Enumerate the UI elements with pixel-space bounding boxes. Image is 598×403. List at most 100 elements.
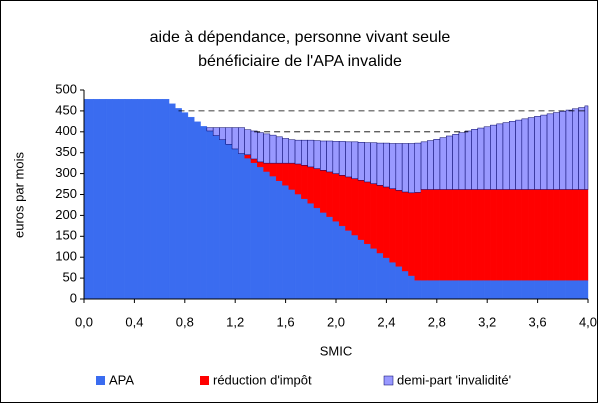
- bar-segment: [559, 111, 567, 190]
- bar-segment: [408, 143, 416, 194]
- bar-segment: [326, 216, 334, 300]
- bar-segment: [244, 154, 252, 159]
- bar-segment: [301, 139, 308, 166]
- bar-segment: [458, 279, 466, 300]
- bar-segment: [294, 163, 302, 195]
- bar-segment: [427, 189, 434, 281]
- bar-segment: [269, 134, 277, 164]
- bar-segment: [149, 98, 157, 300]
- bar-segment: [452, 134, 460, 190]
- bar-segment: [320, 170, 327, 213]
- bar-segment: [257, 161, 264, 168]
- x-tick-label: 2,4: [377, 314, 395, 329]
- bar-segment: [427, 140, 434, 190]
- bar-segment: [345, 230, 352, 300]
- bar-segment: [464, 130, 472, 190]
- bar-segment: [244, 129, 252, 156]
- bar-segment: [389, 143, 397, 189]
- legend-swatch: [200, 376, 209, 385]
- y-tick-label: 500: [55, 81, 77, 96]
- bar-segment: [307, 203, 315, 300]
- x-axis-label: SMIC: [320, 343, 353, 358]
- bar-segment: [275, 180, 283, 300]
- bar-segment: [376, 142, 384, 186]
- bar-segment: [269, 175, 277, 300]
- bar-segment: [345, 176, 352, 231]
- bar-segment: [212, 135, 220, 300]
- bar-segment: [257, 166, 264, 300]
- bar-segment: [313, 140, 321, 169]
- bar-segment: [572, 108, 579, 190]
- bar-segment: [238, 153, 245, 300]
- bar-segment: [534, 116, 542, 190]
- bar-segment: [288, 162, 296, 190]
- bar-segment: [502, 279, 510, 300]
- bar-segment: [338, 141, 346, 176]
- bar-segment: [521, 279, 529, 300]
- bar-segment: [559, 279, 567, 300]
- bar-segment: [320, 212, 327, 300]
- bar-segment: [546, 189, 554, 281]
- bar-segment: [263, 162, 271, 172]
- bar-segment: [401, 143, 409, 193]
- x-tick-label: 2,8: [428, 314, 446, 329]
- bar-segment: [477, 189, 485, 281]
- bar-segment: [540, 114, 548, 190]
- bar-segment: [439, 279, 447, 300]
- x-tick-label: 4,0: [579, 314, 597, 329]
- chart-title: bénéficiaire de l'APA invalide: [198, 53, 402, 70]
- legend-swatch: [383, 375, 394, 386]
- bar-segment: [414, 279, 422, 300]
- bar-segment: [446, 135, 453, 190]
- legend-swatch: [96, 376, 105, 385]
- bar-segment: [490, 189, 497, 281]
- bar-segment: [383, 186, 390, 258]
- bar-segment: [534, 279, 541, 300]
- bar-segment: [275, 136, 283, 164]
- bar-segment: [345, 141, 353, 178]
- bar-segment: [515, 119, 523, 190]
- bar-segment: [206, 127, 214, 132]
- x-tick-label: 0,0: [75, 314, 93, 329]
- chart-title: aide à dépendance, personne vivant seule: [150, 29, 451, 46]
- bar-segment: [496, 279, 504, 300]
- legend-label: réduction d'impôt: [213, 372, 312, 387]
- bar-segment: [231, 127, 239, 150]
- bar-segment: [395, 190, 403, 267]
- bar-segment: [553, 279, 560, 300]
- bar-segment: [439, 137, 447, 190]
- bar-segment: [439, 189, 447, 281]
- bar-segment: [263, 133, 271, 164]
- bar-segment: [294, 193, 302, 300]
- bar-segment: [477, 279, 485, 300]
- bar-segment: [553, 112, 560, 190]
- bar-segment: [389, 262, 397, 300]
- bar-segment: [351, 141, 359, 179]
- bar-segment: [464, 279, 472, 300]
- y-tick-label: 150: [55, 228, 77, 243]
- bar-segment: [250, 158, 258, 163]
- bar-segment: [464, 189, 472, 281]
- x-tick-label: 1,2: [226, 314, 244, 329]
- y-tick-label: 200: [55, 207, 77, 222]
- bar-segment: [578, 279, 586, 300]
- bar-segment: [376, 185, 384, 254]
- bar-segment: [383, 257, 390, 300]
- bar-segment: [446, 189, 453, 281]
- bar-segment: [364, 142, 371, 183]
- bar-segment: [250, 162, 258, 300]
- x-tick-label: 3,6: [529, 314, 547, 329]
- bar-segment: [395, 143, 403, 191]
- x-tick-label: 0,4: [125, 314, 143, 329]
- bar-segment: [263, 171, 271, 300]
- bar-segment: [420, 189, 428, 281]
- bar-segment: [219, 127, 226, 140]
- bar-segment: [357, 180, 365, 240]
- x-tick-label: 2,0: [327, 314, 345, 329]
- bar-segment: [282, 162, 289, 186]
- x-tick-label: 3,2: [478, 314, 496, 329]
- bar-segment: [433, 139, 441, 190]
- bar-segment: [200, 126, 208, 300]
- bar-segment: [332, 173, 340, 222]
